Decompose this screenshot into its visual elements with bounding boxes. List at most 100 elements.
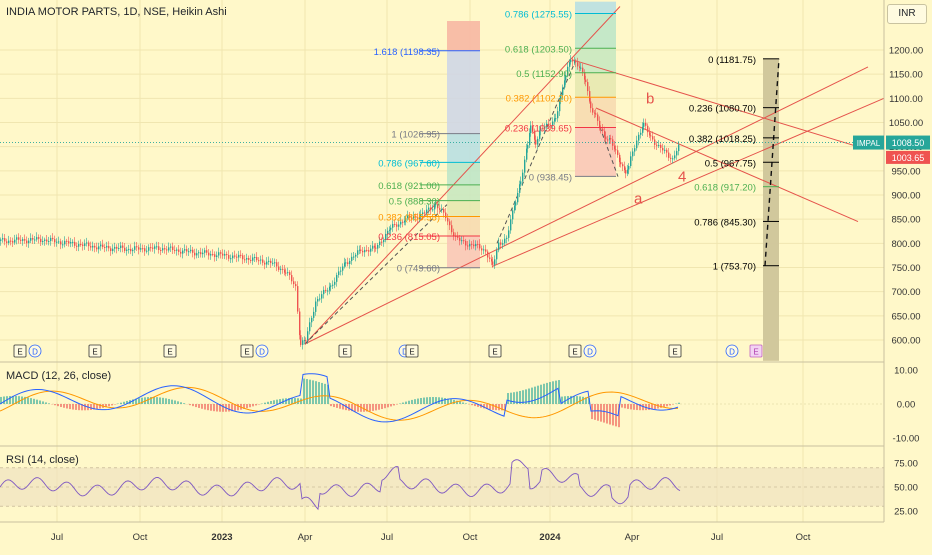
candle-body [582, 68, 583, 72]
candle-body [491, 259, 492, 262]
macd-histogram-bar [45, 402, 47, 404]
candle-body [614, 146, 615, 150]
macd-histogram-bar [324, 384, 326, 404]
macd-histogram-bar [252, 404, 254, 406]
candle-body [242, 255, 243, 259]
candle-body [353, 257, 354, 258]
fib-label: 0.5 (967.75) [705, 158, 756, 169]
candle-body [152, 248, 153, 249]
macd-histogram-bar [270, 401, 272, 404]
last-price-label: 1008.50 [892, 138, 925, 148]
candle-body [329, 287, 330, 291]
candle-body [624, 166, 625, 170]
candle-body [340, 271, 341, 272]
earnings-marker-label: E [17, 348, 22, 357]
candle-body [580, 68, 581, 69]
macd-histogram-bar [177, 401, 179, 404]
macd-histogram-bar [678, 403, 680, 404]
macd-histogram-bar [153, 397, 155, 404]
macd-histogram-bar [60, 404, 62, 407]
candle-body [647, 126, 648, 132]
candle-body [112, 249, 113, 251]
candle-body [642, 127, 643, 133]
candle-body [317, 299, 318, 301]
candle-body [492, 261, 493, 264]
candle-body [674, 155, 675, 158]
x-tick-label: Jul [51, 532, 63, 543]
candle-body [362, 251, 363, 252]
candle-body [262, 260, 263, 263]
candle-body [300, 335, 301, 345]
candle-body [355, 255, 356, 257]
macd-histogram-bar [159, 397, 161, 404]
fib-label: 0.236 (1039.65) [505, 124, 572, 135]
candle-body [678, 145, 679, 151]
candle-body [218, 252, 219, 255]
x-tick-label: 2023 [211, 532, 232, 543]
candle-body [338, 271, 339, 275]
macd-histogram-bar [426, 397, 428, 404]
dividend-marker-label: D [729, 348, 735, 357]
earnings-marker-label: E [342, 348, 347, 357]
macd-histogram-bar [228, 404, 230, 412]
macd-histogram-bar [321, 383, 323, 404]
macd-histogram-bar [390, 404, 392, 406]
macd-histogram-bar [69, 404, 71, 409]
candle-body [190, 250, 191, 251]
macd-tick-label: 0.00 [897, 400, 916, 411]
fib-label: 0.618 (921.00) [378, 181, 440, 192]
macd-histogram-bar [621, 404, 623, 408]
candle-body [297, 286, 298, 311]
candle-body [625, 170, 626, 173]
candle-body [132, 250, 133, 251]
candle-body [323, 290, 324, 294]
macd-histogram-bar [462, 402, 464, 404]
candle-body [287, 272, 288, 273]
currency-button[interactable]: INR [887, 4, 927, 24]
macd-histogram-bar [72, 404, 74, 410]
fib-zone [575, 128, 616, 177]
candle-body [68, 241, 69, 243]
chart-title: INDIA MOTOR PARTS, 1D, NSE, Heikin Ashi [6, 6, 227, 18]
candle-body [627, 170, 628, 174]
candle-body [28, 241, 29, 243]
macd-histogram-bar [420, 398, 422, 404]
candle-body [463, 240, 464, 241]
macd-histogram-bar [552, 381, 554, 404]
macd-histogram-bar [375, 404, 377, 410]
candle-body [590, 101, 591, 108]
candle-body [307, 331, 308, 340]
macd-histogram-bar [27, 397, 29, 404]
candle-body [510, 219, 511, 230]
candle-body [42, 241, 43, 242]
macd-histogram-bar [606, 404, 608, 424]
macd-histogram-bar [633, 404, 635, 410]
macd-histogram-bar [672, 404, 674, 405]
macd-histogram-bar [114, 404, 116, 405]
price-series [0, 55, 884, 349]
candle-body [54, 239, 55, 242]
macd-histogram-bar [414, 399, 416, 404]
candle-body [94, 246, 95, 248]
fib-zone [447, 134, 480, 163]
candle-body [295, 284, 296, 286]
macd-histogram-bar [264, 403, 266, 404]
y-tick-label: 950.00 [891, 166, 920, 177]
macd-histogram-bar [339, 404, 341, 409]
candle-body [469, 244, 470, 247]
macd-histogram-bar [630, 404, 632, 409]
candle-body [110, 248, 111, 251]
fib-zone [575, 2, 616, 14]
candle-body [392, 224, 393, 228]
candle-body [92, 246, 93, 248]
rsi-tick-label: 50.00 [894, 483, 918, 494]
candle-body [192, 250, 193, 253]
candle-body [82, 245, 83, 246]
fib-zone [575, 73, 616, 98]
fib-zone [447, 185, 480, 201]
macd-histogram-bar [444, 398, 446, 404]
candle-body [170, 247, 171, 248]
candle-body [589, 91, 590, 101]
